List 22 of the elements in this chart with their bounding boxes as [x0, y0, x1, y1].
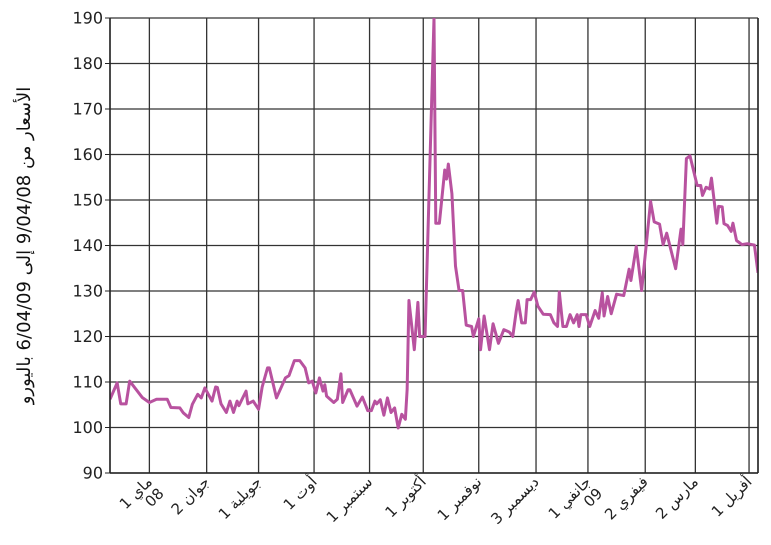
- x-tick-label: 1 أفريل: [707, 472, 756, 521]
- y-tick-label: 110: [72, 372, 103, 392]
- y-tick-label: 100: [72, 418, 103, 438]
- x-tick-label: 1 أكتوبر: [380, 472, 430, 522]
- x-tick-label: 1 نوفمبر: [434, 472, 486, 524]
- y-tick-label: 90: [82, 464, 103, 483]
- x-tick-label: 3 ديسمبر: [487, 472, 543, 528]
- y-tick-label: 180: [72, 54, 103, 74]
- x-tick-label: 1 أوت: [278, 472, 321, 514]
- y-tick-label: 140: [72, 236, 103, 256]
- x-tick-label: 1 سبتمبر: [322, 472, 376, 526]
- x-tick-label: 2 جوان: [168, 472, 214, 518]
- x-tick-label: 1 جويلية: [214, 472, 266, 524]
- y-tick-label: 120: [72, 327, 103, 346]
- y-tick-label: 160: [72, 145, 103, 164]
- x-tick-label: 2 فيفري: [601, 472, 652, 524]
- y-tick-label: 190: [72, 8, 103, 28]
- x-tick-label: 2 مارس: [652, 472, 702, 523]
- y-tick-label: 150: [72, 190, 103, 210]
- y-axis-title: الأسعار من 9/04/08 إلى 6/04/09 باليورو: [12, 86, 35, 406]
- y-tick-label: 170: [72, 100, 103, 119]
- y-tick-label: 130: [72, 282, 103, 301]
